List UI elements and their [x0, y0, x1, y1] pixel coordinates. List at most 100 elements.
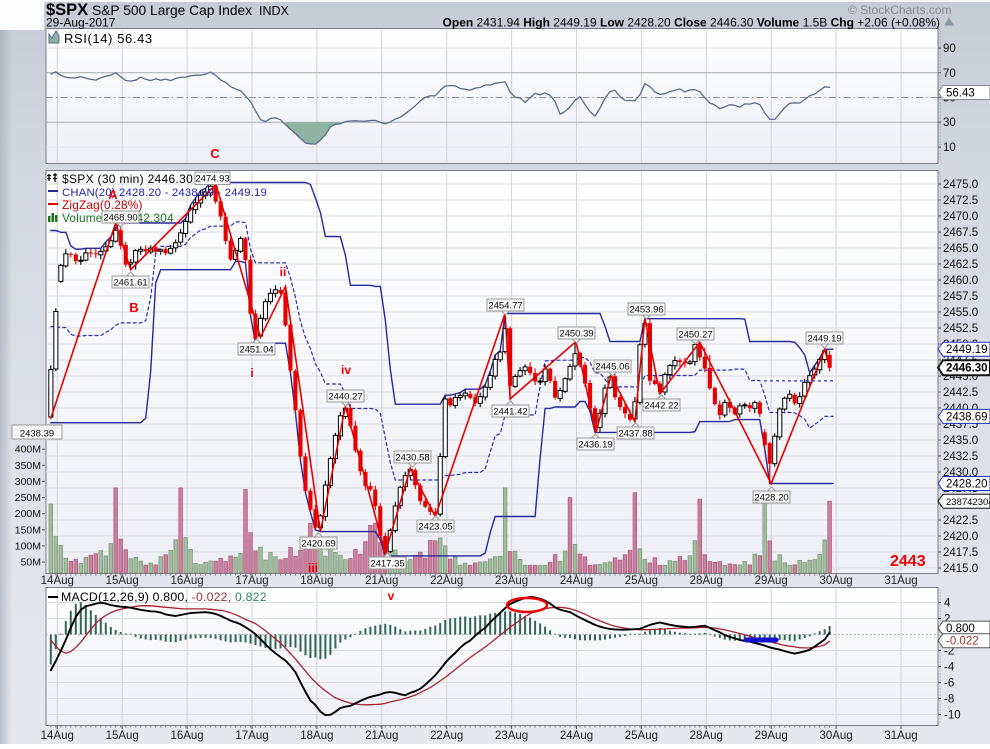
svg-text:v: v: [388, 589, 395, 603]
svg-text:2428.20: 2428.20: [946, 479, 988, 491]
svg-text:2443: 2443: [890, 553, 926, 570]
svg-text:A: A: [108, 187, 118, 202]
svg-text:2455.0: 2455.0: [943, 307, 978, 319]
svg-text:-0.022: -0.022: [946, 636, 979, 648]
svg-text:2467.5: 2467.5: [943, 227, 978, 239]
svg-text:29-Aug-2017: 29-Aug-2017: [46, 16, 116, 30]
svg-text:-4: -4: [944, 662, 955, 674]
svg-text:31Aug: 31Aug: [884, 730, 917, 742]
svg-text:-2: -2: [944, 646, 954, 658]
svg-text:24Aug: 24Aug: [560, 575, 593, 587]
svg-text:23Aug: 23Aug: [495, 575, 528, 587]
svg-text:4: 4: [944, 598, 951, 610]
svg-text:2452.5: 2452.5: [943, 323, 978, 335]
svg-text:17Aug: 17Aug: [235, 575, 268, 587]
svg-text:2430.58: 2430.58: [395, 453, 429, 464]
svg-text:2435.0: 2435.0: [943, 435, 978, 447]
svg-text:2450.39: 2450.39: [559, 329, 593, 340]
svg-text:2461.61: 2461.61: [113, 278, 147, 289]
svg-text:2: 2: [944, 614, 950, 626]
svg-text:30Aug: 30Aug: [819, 575, 852, 587]
svg-text:25Aug: 25Aug: [625, 575, 658, 587]
svg-text:-8: -8: [944, 694, 954, 706]
svg-text:2415.0: 2415.0: [943, 563, 978, 575]
svg-text:2451.04: 2451.04: [239, 345, 273, 356]
svg-text:0.800: 0.800: [946, 623, 975, 635]
svg-text:2468.90: 2468.90: [103, 213, 137, 224]
svg-text:15Aug: 15Aug: [106, 730, 139, 742]
svg-text:$SPX: $SPX: [46, 1, 88, 19]
svg-text:2457.5: 2457.5: [943, 291, 978, 303]
svg-text:2474.93: 2474.93: [195, 174, 229, 185]
svg-text:2470.0: 2470.0: [943, 211, 978, 223]
svg-text:30Aug: 30Aug: [819, 730, 852, 742]
svg-text:MACD(12,26,9) 0.800, -0.022, 0: MACD(12,26,9) 0.800, -0.022, 0.822: [61, 590, 267, 604]
svg-text:21Aug: 21Aug: [365, 730, 398, 742]
svg-text:2420.69: 2420.69: [301, 539, 335, 550]
svg-text:25Aug: 25Aug: [625, 730, 658, 742]
svg-text:10: 10: [943, 142, 956, 154]
svg-text:ii: ii: [280, 265, 287, 279]
svg-text:250M: 250M: [15, 492, 41, 504]
svg-text:2446.30: 2446.30: [946, 363, 988, 375]
svg-text:31Aug: 31Aug: [884, 575, 917, 587]
svg-text:iv: iv: [341, 363, 351, 377]
svg-text:2462.5: 2462.5: [943, 259, 978, 271]
svg-text:23Aug: 23Aug: [495, 730, 528, 742]
svg-text:350M: 350M: [15, 460, 41, 472]
svg-text:15Aug: 15Aug: [106, 575, 139, 587]
svg-text:200M: 200M: [15, 508, 41, 520]
svg-text:150M: 150M: [15, 524, 41, 536]
svg-text:2417.5: 2417.5: [943, 547, 978, 559]
svg-text:14Aug: 14Aug: [41, 575, 74, 587]
svg-text:CHAN(20) 2428.20 - 2438.69 - 2: CHAN(20) 2428.20 - 2438.69 - 2449.19: [62, 187, 267, 199]
svg-text:2453.96: 2453.96: [629, 305, 663, 316]
svg-text:2441.42: 2441.42: [493, 407, 527, 418]
svg-text:2454.77: 2454.77: [488, 301, 522, 312]
svg-text:28Aug: 28Aug: [690, 575, 723, 587]
svg-text:2423.05: 2423.05: [418, 522, 452, 533]
svg-text:iii: iii: [308, 561, 318, 575]
svg-text:2449.19: 2449.19: [946, 344, 988, 356]
svg-text:2436.19: 2436.19: [578, 440, 612, 451]
svg-text:RSI(14) 56.43: RSI(14) 56.43: [64, 31, 153, 46]
svg-text:29Aug: 29Aug: [755, 575, 788, 587]
svg-text:24Aug: 24Aug: [560, 730, 593, 742]
svg-text:2440.27: 2440.27: [328, 392, 362, 403]
svg-text:© StockCharts.com: © StockCharts.com: [848, 3, 952, 17]
svg-text:2445.06: 2445.06: [595, 362, 629, 373]
svg-text:S&P 500 Large Cap Index: S&P 500 Large Cap Index: [92, 3, 252, 18]
svg-text:2437.88: 2437.88: [618, 429, 652, 440]
svg-text:100M: 100M: [15, 540, 41, 552]
svg-text:B: B: [129, 300, 138, 315]
svg-text:30: 30: [943, 117, 956, 129]
svg-text:2475.0: 2475.0: [943, 179, 978, 191]
svg-text:-6: -6: [944, 678, 954, 690]
svg-text:29Aug: 29Aug: [755, 730, 788, 742]
svg-text:22Aug: 22Aug: [430, 730, 463, 742]
svg-text:2438.69: 2438.69: [946, 411, 988, 423]
svg-text:2449.19: 2449.19: [807, 334, 841, 345]
svg-text:$SPX (30 min) 2446.30: $SPX (30 min) 2446.30: [62, 172, 193, 186]
svg-text:ZigZag(0.28%): ZigZag(0.28%): [62, 198, 143, 212]
svg-text:2428.20: 2428.20: [754, 493, 788, 504]
svg-text:2442.5: 2442.5: [943, 387, 978, 399]
svg-text:2442.22: 2442.22: [644, 401, 678, 412]
svg-text:18Aug: 18Aug: [300, 575, 333, 587]
svg-text:C: C: [210, 146, 220, 161]
svg-text:2450.27: 2450.27: [678, 330, 712, 341]
svg-text:INDX: INDX: [259, 4, 290, 18]
svg-text:2438.39: 2438.39: [20, 429, 54, 440]
svg-text:22Aug: 22Aug: [430, 575, 463, 587]
svg-text:400M: 400M: [15, 444, 41, 456]
svg-text:28Aug: 28Aug: [690, 730, 723, 742]
svg-text:50M: 50M: [21, 557, 41, 569]
svg-text:300M: 300M: [15, 476, 41, 488]
svg-text:21Aug: 21Aug: [365, 575, 398, 587]
svg-text:238742304: 238742304: [946, 497, 990, 508]
svg-text:2472.5: 2472.5: [943, 195, 978, 207]
svg-text:16Aug: 16Aug: [170, 730, 203, 742]
svg-text:Open 2431.94 High 2449.19 Low: Open 2431.94 High 2449.19 Low 2428.20 Cl…: [443, 16, 940, 30]
svg-text:70: 70: [943, 68, 956, 80]
svg-text:18Aug: 18Aug: [300, 730, 333, 742]
